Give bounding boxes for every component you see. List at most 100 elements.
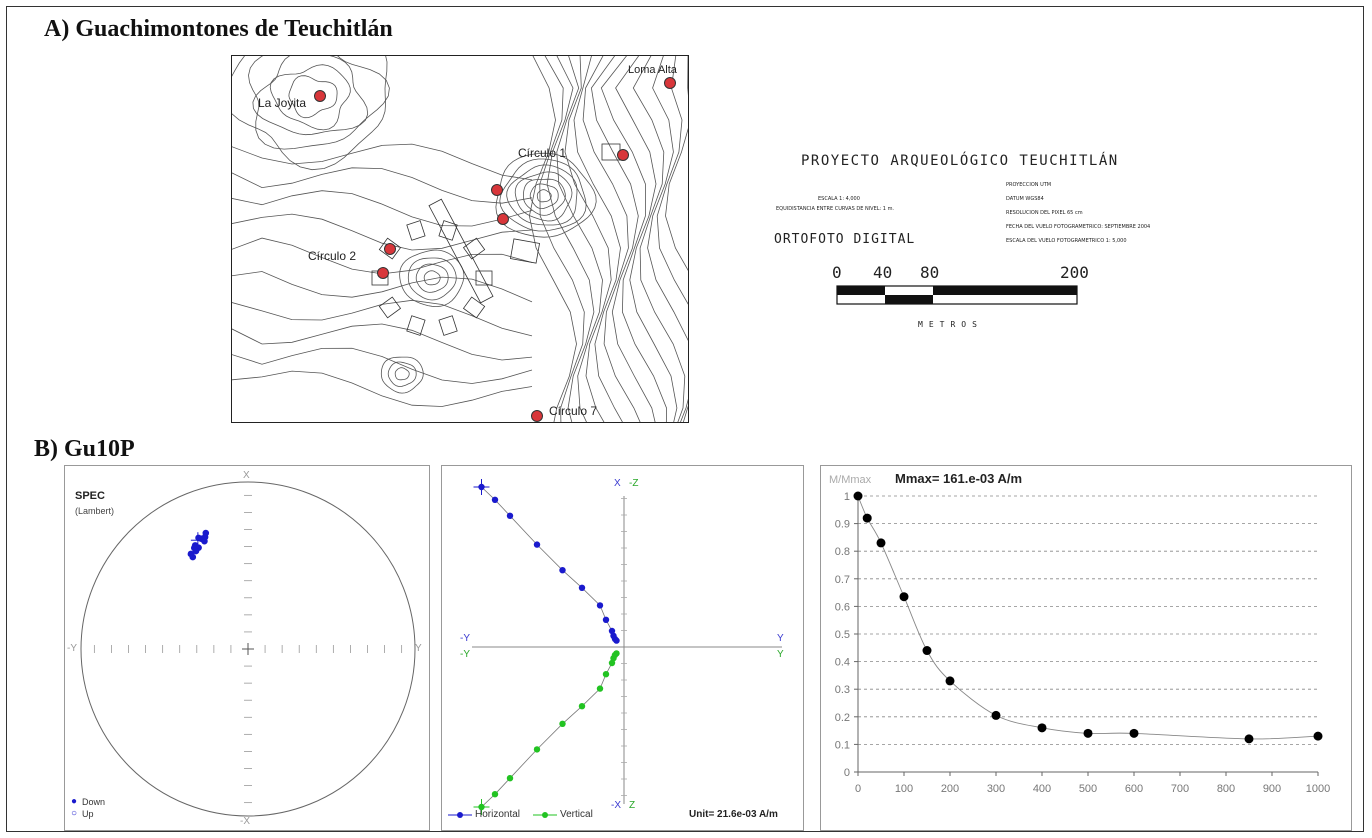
- demag-point: [853, 491, 863, 501]
- contour-line: [590, 56, 656, 422]
- contour-line: [656, 56, 688, 422]
- demag-ylabel: M/Mmax: [829, 474, 872, 486]
- platform-structure: [438, 315, 458, 336]
- project-title: PROYECTO ARQUEOLÓGICO TEUCHITLÁN: [801, 153, 1119, 169]
- label-loma-alta: Loma Alta: [628, 64, 677, 76]
- zij-point: [602, 616, 610, 623]
- zijderveld-panel: X -Z -X Z -Y -Y Y Y Horizontal Vertical …: [441, 465, 804, 831]
- label-circulo-7: Círculo 7: [549, 404, 598, 418]
- platform-structure: [509, 238, 541, 264]
- demag-panel: 0 0.1 0.2 0.3 0.4 0.5 0.6 0.7 0.8 0.9 1 0 100 200 300 4…: [820, 465, 1352, 831]
- zij-point: [596, 602, 604, 609]
- demag-xtick-label: 700: [1171, 783, 1189, 795]
- zij-point: [491, 496, 499, 503]
- contour-line: [232, 299, 533, 337]
- zij-point: [559, 567, 566, 574]
- scale-tick-40: 40: [873, 263, 893, 282]
- demag-ytick-label: 0.8: [835, 546, 850, 558]
- site-marker-loma-alta[interactable]: [664, 77, 676, 89]
- demag-ytick-label: 0.2: [835, 712, 850, 724]
- demag-ytick-label: 0: [844, 767, 850, 779]
- zij-point: [533, 541, 541, 548]
- demag-point: [862, 513, 872, 523]
- platform-structure: [378, 237, 402, 260]
- meta-line-1: PROYECCION UTM: [1006, 182, 1052, 188]
- zij-point: [608, 627, 616, 635]
- demag-ytick-label: 0.4: [835, 657, 850, 669]
- contour-line: [232, 347, 533, 384]
- demag-point: [991, 710, 1001, 720]
- scale-unit: METROS: [918, 320, 983, 329]
- contour-line: [632, 56, 686, 422]
- site-marker-la-joyita[interactable]: [314, 90, 326, 102]
- zij-point: [506, 512, 514, 519]
- demag-plot: 0 0.1 0.2 0.3 0.4 0.5 0.6 0.7 0.8 0.9 1 0 100 200 300 4…: [835, 491, 1331, 795]
- site-marker-circulo-1[interactable]: [617, 149, 629, 161]
- zijderveld-plot: [472, 479, 782, 815]
- contour-line: [536, 189, 552, 203]
- meta-line-3: RESOLUCION DEL PIXEL 65 cm: [1006, 210, 1083, 216]
- legend-vertical-swatch: [533, 812, 557, 818]
- demag-xtick-label: 600: [1125, 783, 1143, 795]
- contour-line: [232, 271, 533, 303]
- zij-point: [559, 720, 566, 727]
- zij-axis-right-top: Y: [777, 633, 784, 644]
- contour-line: [528, 56, 577, 422]
- contour-line: [232, 143, 533, 181]
- contour-line: [232, 190, 533, 227]
- site-marker-circulo-7[interactable]: [531, 410, 543, 422]
- site-marker-circulo-2-b[interactable]: [377, 267, 389, 279]
- label-la-joyita: La Joyita: [258, 96, 307, 110]
- meta-line-2: DATUM WGS84: [1006, 196, 1044, 202]
- demag-point: [1244, 734, 1254, 744]
- demag-ytick-label: 0.7: [835, 574, 850, 586]
- contour-line: [423, 270, 441, 286]
- stereonet-axis-bottom: -X: [240, 816, 250, 827]
- site-marker-structure-b[interactable]: [497, 213, 509, 225]
- stereonet-axis-right: Y: [415, 643, 422, 654]
- contour-line: [499, 158, 587, 232]
- stereonet-point: [191, 542, 199, 549]
- zij-unit-label: Unit= 21.6e-03 A/m: [689, 809, 778, 820]
- demag-point: [1037, 723, 1047, 733]
- contour-line: [407, 257, 457, 301]
- demag-xtick-label: 300: [987, 783, 1005, 795]
- zij-point: [596, 685, 604, 692]
- stereonet-subtitle: (Lambert): [75, 506, 115, 516]
- zij-path-0: [481, 486, 617, 641]
- demag-ytick-label: 0.1: [835, 739, 850, 751]
- contour-line: [269, 64, 351, 131]
- contour-line: [564, 56, 612, 422]
- stereonet-panel: SPEC (Lambert) X -X -Y Y ● Down ○ Up: [64, 465, 430, 831]
- contour-line: [232, 213, 533, 251]
- scale-note-1: ESCALA 1: 4,000: [818, 196, 860, 202]
- demag-point: [922, 646, 932, 656]
- contour-line: [495, 152, 597, 238]
- zij-axis-left-bottom: -Y: [460, 649, 470, 660]
- zij-point: [613, 637, 620, 644]
- demag-ytick-label: 0.6: [835, 601, 850, 613]
- site-marker-circulo-2-a[interactable]: [384, 243, 396, 255]
- legend-vertical-label: Vertical: [560, 809, 593, 820]
- zij-axis-top-left: X: [614, 478, 621, 489]
- stereonet-axis-top: X: [243, 470, 250, 481]
- demag-point: [899, 592, 909, 602]
- platform-structure: [462, 237, 486, 260]
- demag-xtick-label: 400: [1033, 783, 1051, 795]
- stereonet-point: [192, 547, 200, 555]
- stereonet-point: [189, 553, 197, 561]
- scale-note-2: EQUIDISTANCIA ENTRE CURVAS DE NIVEL: 1 m…: [776, 206, 895, 212]
- site-marker-structure-a[interactable]: [491, 184, 503, 196]
- zij-point: [491, 791, 499, 798]
- platform-structure: [462, 296, 486, 319]
- zij-axis-bottom-left: -X: [611, 800, 621, 811]
- contour-line: [394, 367, 410, 381]
- topographic-map: La Joyita Loma Alta Círculo 1 Círculo 2 …: [231, 55, 689, 423]
- contour-line: [600, 56, 667, 422]
- contour-lines: [232, 56, 688, 422]
- demag-point: [1083, 728, 1093, 738]
- stereonet-axis-left: -Y: [67, 643, 77, 654]
- contour-line: [615, 56, 678, 422]
- zij-path-1: [481, 653, 617, 808]
- scale-tick-200: 200: [1060, 263, 1089, 282]
